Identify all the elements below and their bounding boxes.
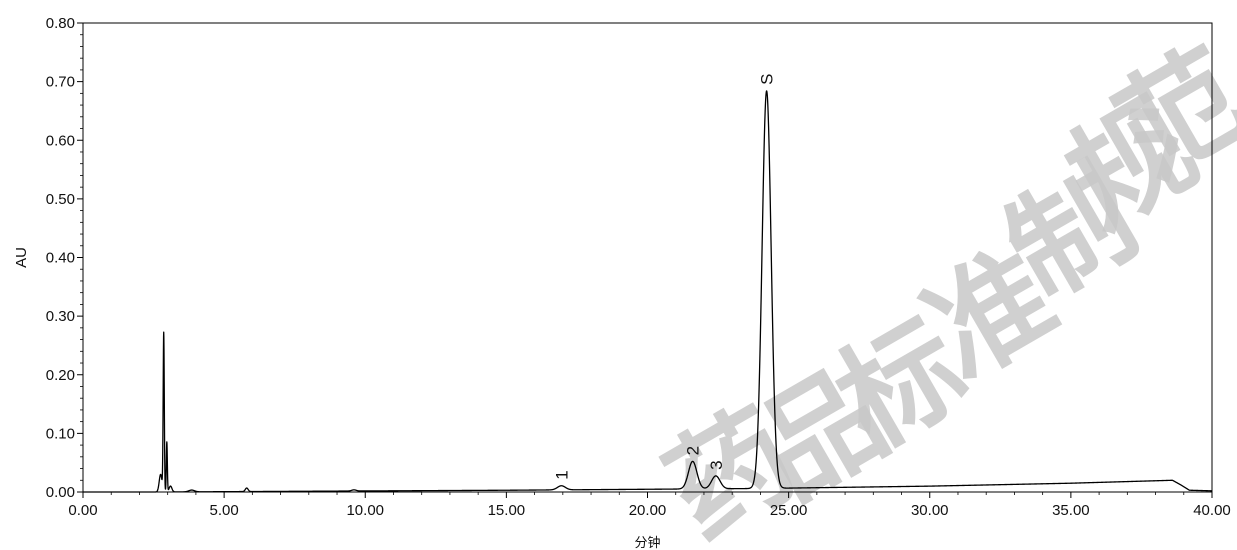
y-tick-label: 0.40 — [46, 250, 75, 267]
peak-label-1: 1 — [552, 470, 571, 479]
y-tick-label: 0.60 — [46, 132, 75, 149]
y-tick-label: 0.80 — [46, 15, 75, 32]
peak-label-S: S — [758, 74, 777, 85]
y-axis-title: AU — [13, 247, 30, 268]
y-tick-label: 0.10 — [46, 425, 75, 442]
y-tick-label: 0.50 — [46, 191, 75, 208]
x-tick-label: 25.00 — [770, 502, 808, 519]
x-tick-label: 20.00 — [629, 502, 667, 519]
x-tick-label: 15.00 — [488, 502, 526, 519]
axes: 0.00 5.00 10.00 15.00 20.00 25.00 30.00 35.00 40… — [46, 15, 1231, 519]
y-tick-label: 0.00 — [46, 484, 75, 501]
x-tick-label: 5.00 — [210, 502, 239, 519]
y-tick-label: 0.20 — [46, 367, 75, 384]
peak-label-3: 3 — [707, 460, 726, 469]
x-tick-label: 40.00 — [1193, 502, 1231, 519]
x-axis-title: 分钟 — [634, 535, 660, 550]
peak-label-2: 2 — [684, 446, 703, 455]
y-tick-label: 0.30 — [46, 308, 75, 325]
x-tick-label: 30.00 — [911, 502, 949, 519]
x-tick-label: 10.00 — [346, 502, 384, 519]
peak-labels: 1 23 S — [552, 74, 776, 480]
y-tick-label: 0.70 — [46, 74, 75, 91]
trace-layer — [82, 90, 1213, 493]
x-tick-label: 0.00 — [68, 502, 97, 519]
chromatogram-trace — [82, 90, 1213, 493]
x-tick-label: 35.00 — [1052, 502, 1090, 519]
